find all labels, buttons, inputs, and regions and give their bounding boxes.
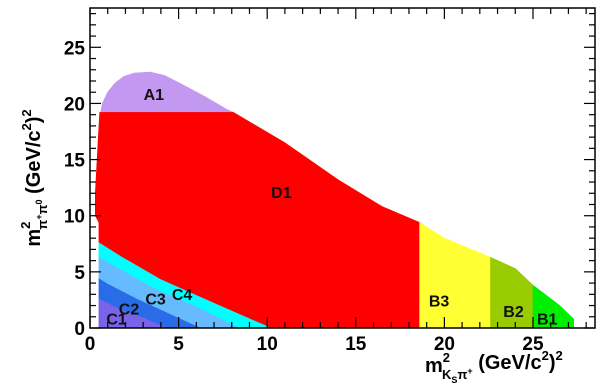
x-tick-label: 5 xyxy=(173,334,184,355)
region-c1 xyxy=(98,298,167,329)
x-tick-label: 10 xyxy=(257,334,278,355)
region-label-c1: C1 xyxy=(106,312,127,329)
y-tick-label: 10 xyxy=(64,207,85,228)
region-label-d1: D1 xyxy=(271,185,292,202)
y-tick-label: 25 xyxy=(64,38,86,59)
region-label-b2: B2 xyxy=(503,304,524,321)
svg-text:m2π+π0 (GeV/c2)2: m2 π+π0 (GeV/c2)2 xyxy=(18,109,50,246)
axis-ticks-layer: 0 5 10 15 20 25 0 5 10 15 20 25 xyxy=(64,8,595,355)
x-tick-label: 20 xyxy=(434,334,455,355)
x-axis-title: m2 KSπ+ (GeV/c2)2 xyxy=(425,348,563,385)
region-b3 xyxy=(419,221,491,329)
region-label-b3: B3 xyxy=(429,294,450,311)
region-label-c3: C3 xyxy=(145,291,166,308)
regions-layer xyxy=(95,71,575,329)
region-label-c2: C2 xyxy=(119,302,140,319)
region-a1 xyxy=(100,71,234,113)
y-axis-title: m2 π+π0 (GeV/c2)2 xyxy=(18,109,50,246)
y-tick-label: 15 xyxy=(64,151,86,172)
plot-frame xyxy=(89,7,596,329)
y-tick-label: 20 xyxy=(64,94,85,115)
region-label-b1: B1 xyxy=(537,312,558,329)
x-tick-label: 25 xyxy=(522,334,544,355)
region-label-c4: C4 xyxy=(172,287,193,304)
x-tick-label: 15 xyxy=(345,334,367,355)
x-tick-label: 0 xyxy=(85,334,96,355)
y-tick-label: 0 xyxy=(74,319,85,340)
region-label-a1: A1 xyxy=(144,87,165,104)
y-tick-label: 5 xyxy=(74,263,85,284)
